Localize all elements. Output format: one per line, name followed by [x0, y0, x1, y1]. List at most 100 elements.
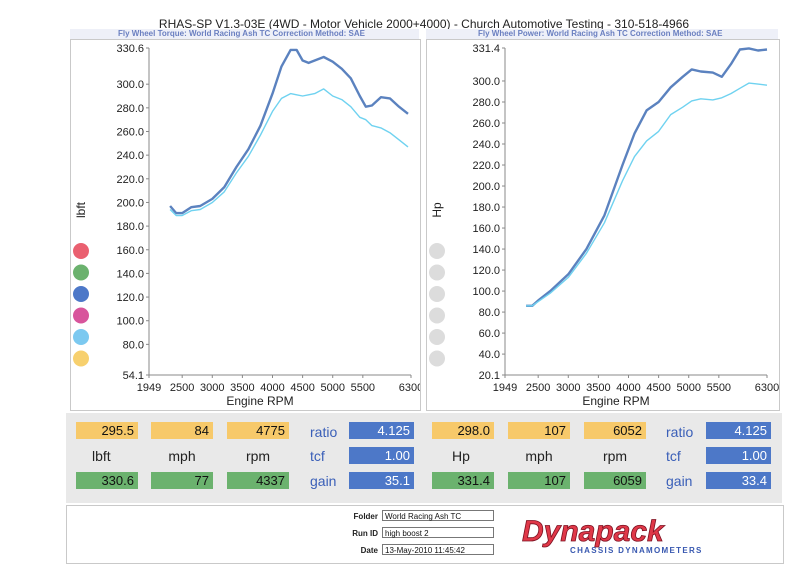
left-chart-subtitle-bar: Fly Wheel Torque: World Racing Ash TC Co…: [70, 29, 419, 39]
legend-swatch: [429, 307, 445, 324]
x-tick-label: 4500: [646, 382, 670, 394]
left-max-mph-value: 77: [151, 472, 213, 489]
y-tick-label: 331.4: [472, 43, 500, 55]
legend-swatch: [429, 350, 445, 367]
power-chart-panel: 20.1 40.0 60.0 80.0 100.0 120.0 140.0 160.0 180.…: [426, 39, 780, 411]
legend-swatch: [429, 286, 445, 302]
logo-wordmark: Dynapack: [522, 515, 665, 548]
y-tick-label: 40.0: [479, 349, 500, 361]
power-chart: 20.1 40.0 60.0 80.0 100.0 120.0 140.0 160.0 180.…: [429, 43, 779, 408]
runid-label: Run ID: [352, 529, 378, 538]
left-tcf-label: tcf: [310, 448, 325, 464]
series-line-primary: [526, 47, 768, 307]
y-tick-label: 200.0: [472, 181, 500, 193]
folder-field: World Racing Ash TC: [382, 510, 494, 521]
legend-swatch: [73, 286, 89, 302]
y-tick-label: 20.1: [479, 370, 500, 382]
series-line-secondary: [526, 82, 768, 307]
legend-swatch: [73, 329, 89, 345]
series-line-secondary: [169, 88, 409, 217]
torque-chart: 54.1 80.0 100.0 120.0 140.0 160.0 180.0 200.0 22…: [73, 43, 420, 408]
right-peak-mph-value: 107: [508, 422, 570, 439]
right-rpm-label: rpm: [602, 448, 628, 464]
x-tick-label: 2500: [526, 382, 550, 394]
date-field: 13-May-2010 11:45:42: [382, 544, 494, 555]
y-tick-label: 240.0: [472, 139, 500, 151]
x-tick-label: 5000: [676, 382, 700, 394]
y-tick-label: 280.0: [472, 97, 500, 109]
y-tick-label: 240.0: [116, 150, 144, 162]
y-tick-label: 120.0: [116, 292, 144, 304]
x-tick-label: 3500: [230, 382, 254, 394]
right-tcf-label: tcf: [666, 448, 681, 464]
y-tick-label: 180.0: [472, 202, 500, 214]
right-gain-label: gain: [666, 473, 693, 489]
y-axis-title: lbft: [74, 201, 88, 218]
y-tick-label: 220.0: [472, 160, 500, 172]
y-tick-label: 80.0: [123, 339, 144, 351]
y-tick-label: 330.6: [116, 43, 144, 55]
legend-swatch: [73, 243, 89, 259]
folder-label: Folder: [353, 512, 378, 521]
right-chart-subtitle-bar: Fly Wheel Power: World Racing Ash TC Cor…: [426, 29, 778, 39]
y-tick-label: 140.0: [116, 268, 144, 280]
right-gain-value: 33.4: [706, 472, 771, 489]
left-ratio-value: 4.125: [349, 422, 414, 439]
legend-swatch: [429, 264, 445, 281]
left-peak-torque-value: 295.5: [76, 422, 138, 439]
y-tick-label: 280.0: [116, 103, 144, 115]
x-tick-label: 3000: [556, 382, 580, 394]
x-tick-label: 6300: [399, 382, 420, 394]
left-unit-label: lbft: [92, 448, 111, 464]
y-tick-label: 160.0: [472, 223, 500, 235]
y-tick-label: 60.0: [479, 328, 500, 340]
legend-swatch: [73, 350, 89, 367]
y-tick-label: 54.1: [123, 370, 144, 382]
y-tick-label: 300.0: [116, 79, 144, 91]
right-mph-label: mph: [525, 448, 553, 464]
legend-swatch: [429, 243, 445, 259]
x-axis-title: Engine RPM: [582, 394, 649, 408]
x-tick-label: 3500: [586, 382, 610, 394]
y-axis-title: Hp: [430, 202, 444, 218]
right-ratio-label: ratio: [666, 424, 694, 440]
left-tcf-value: 1.00: [349, 447, 414, 464]
date-label: Date: [360, 546, 378, 555]
right-unit-label: Hp: [452, 448, 470, 464]
right-max-mph-value: 107: [508, 472, 570, 489]
y-tick-label: 80.0: [479, 307, 500, 319]
left-mph-label: mph: [168, 448, 196, 464]
y-tick-label: 200.0: [116, 197, 144, 209]
right-max-rpm-value: 6059: [584, 472, 646, 489]
x-tick-label: 5500: [351, 382, 375, 394]
logo-tagline: CHASSIS DYNAMOMETERS: [570, 546, 703, 555]
x-tick-label: 3000: [200, 382, 224, 394]
right-tcf-value: 1.00: [706, 447, 771, 464]
x-tick-label: 4000: [616, 382, 640, 394]
y-tick-label: 140.0: [472, 244, 500, 256]
right-ratio-value: 4.125: [706, 422, 771, 439]
right-peak-rpm-value: 6052: [584, 422, 646, 439]
legend-swatch: [429, 329, 445, 345]
left-max-rpm-value: 4337: [227, 472, 289, 489]
y-tick-label: 100.0: [116, 316, 144, 328]
dynapack-logo: Dynapack CHASSIS DYNAMOMETERS: [522, 515, 703, 555]
left-gain-value: 35.1: [349, 472, 414, 489]
x-axis-title: Engine RPM: [226, 394, 293, 408]
left-ratio-label: ratio: [310, 424, 338, 440]
left-chart-subtitle: Fly Wheel Torque: World Racing Ash TC Co…: [118, 29, 365, 38]
left-peak-rpm-value: 4775: [227, 422, 289, 439]
y-tick-label: 260.0: [116, 126, 144, 138]
y-tick-label: 260.0: [472, 118, 500, 130]
x-tick-label: 1949: [137, 382, 161, 394]
x-tick-label: 1949: [493, 382, 517, 394]
x-tick-label: 6300: [755, 382, 779, 394]
legend-swatch: [73, 264, 89, 281]
left-gain-label: gain: [310, 473, 337, 489]
right-peak-power-value: 298.0: [432, 422, 494, 439]
left-max-torque-value: 330.6: [76, 472, 138, 489]
series-line-primary: [169, 48, 409, 215]
x-tick-label: 4000: [260, 382, 284, 394]
y-tick-label: 100.0: [472, 286, 500, 298]
y-tick-label: 120.0: [472, 265, 500, 277]
